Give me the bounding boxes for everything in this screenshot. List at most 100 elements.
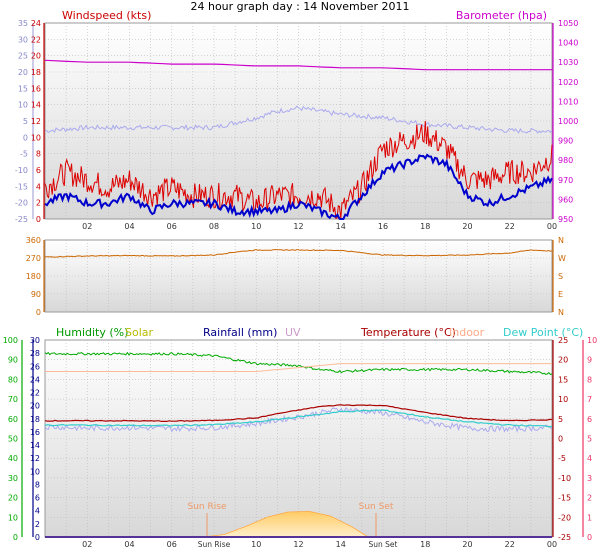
panel3-x-tick-label: 22 <box>505 540 515 549</box>
panel1-left-outer-tick-label: 20 <box>18 68 28 77</box>
series-wind-direction <box>44 249 553 258</box>
panel3-rainfall-tick-label: 8 <box>35 480 40 489</box>
panel3-plot-area <box>44 339 553 538</box>
panel3-uv-tick-label: 10 <box>587 336 597 345</box>
panel1-left-outer-tick-label: 30 <box>18 35 28 44</box>
panel3-rainfall-tick-label: 24 <box>30 375 40 384</box>
panel3-uv-tick-label: 8 <box>587 375 592 384</box>
panel3-humidity-tick-label: 10 <box>8 513 18 522</box>
panel1-x-tick-label: 16 <box>378 222 388 231</box>
panel1-right-tick-label: 1010 <box>558 97 578 106</box>
panel1-x-tick-label: 20 <box>462 222 472 231</box>
series-wind-chill <box>44 105 553 134</box>
panel3-humidity-tick-label: 40 <box>8 454 18 463</box>
panel1-left-inner-tick-label: 12 <box>31 117 41 126</box>
panel3-uv-tick-label: 3 <box>587 474 592 483</box>
panel1-right-tick-label: 960 <box>558 195 573 204</box>
panel2-left-tick-label: 270 <box>26 254 41 263</box>
legend-rainfall: Rainfall (mm) <box>203 326 277 339</box>
panel1-left-outer-tick-label: 10 <box>18 101 28 110</box>
panel2-left-tick-label: 180 <box>26 272 41 281</box>
panel1-left-outer-tick-label: 25 <box>18 52 28 61</box>
panel1-left-inner-tick-label: 20 <box>31 52 41 61</box>
panel3-rainfall-tick-label: 18 <box>30 415 40 424</box>
series-dewpoint <box>44 409 553 428</box>
panel3-temperature-tick-label: -10 <box>558 474 571 483</box>
legend-indoor: Indoor <box>449 326 485 339</box>
panel1-right-tick-label: 1050 <box>558 19 578 28</box>
series-humidity <box>44 351 553 376</box>
panel3-uv-tick-label: 6 <box>587 415 592 424</box>
panel1-left-outer-tick-label: -15 <box>15 182 28 191</box>
panel3-x-tick-label: 04 <box>124 540 134 549</box>
panel1-left-outer-tick-label: -25 <box>15 215 28 224</box>
panel2-left-tick-label: 90 <box>31 290 41 299</box>
panel1-right-tick-label: 970 <box>558 176 573 185</box>
panel3-uv-tick-label: 0 <box>587 533 592 542</box>
panel3-temperature-tick-label: -5 <box>558 454 566 463</box>
panel3-rainfall-tick-label: 10 <box>30 467 40 476</box>
series-gust <box>44 153 553 220</box>
panel1-left-inner-tick-label: 22 <box>31 35 41 44</box>
panel3-humidity-tick-label: 90 <box>8 356 18 365</box>
panel3-rainfall-tick-label: 16 <box>30 428 40 437</box>
panel1-left-inner-tick-label: 6 <box>36 166 41 175</box>
legend-temperature: Temperature (°C) <box>360 326 456 339</box>
series-temperature <box>44 404 553 423</box>
panel1-right-tick-label: 950 <box>558 215 573 224</box>
panel3-x-tick-label: 14 <box>336 540 346 549</box>
panel3-humidity-tick-label: 70 <box>8 395 18 404</box>
panel3-rainfall-tick-label: 4 <box>35 507 40 516</box>
panel1-left-outer-tick-label: -10 <box>15 166 28 175</box>
panel3-uv-tick-label: 1 <box>587 513 592 522</box>
panel3-x-tick-label: Sun Rise <box>198 540 231 549</box>
panel1-x-tick-label: 04 <box>124 222 134 231</box>
panel2-right-tick-label: S <box>558 272 563 281</box>
panel3-x-tick-label: 18 <box>420 540 430 549</box>
panel1-x-tick-label: 14 <box>336 222 346 231</box>
panel1-x-tick-label: 22 <box>505 222 515 231</box>
panel1-left-inner-tick-label: 10 <box>31 133 41 142</box>
panel2-right-tick-label: E <box>558 290 563 299</box>
panel1-left-inner-tick-label: 24 <box>31 19 41 28</box>
panel1-right-tick-label: 990 <box>558 137 573 146</box>
panel1-left-inner-tick-label: 2 <box>36 199 41 208</box>
panel3-humidity-tick-label: 100 <box>3 336 18 345</box>
panel1-x-tick-label: 02 <box>82 222 92 231</box>
panel1-left-inner-tick-label: 8 <box>36 150 41 159</box>
panel3-x-tick-label: 20 <box>462 540 472 549</box>
panel3-temperature-tick-label: 0 <box>558 435 563 444</box>
panel3-humidity-tick-label: 60 <box>8 415 18 424</box>
panel3-temperature-tick-label: 5 <box>558 415 563 424</box>
legend-solar: Solar <box>125 326 154 339</box>
panel3-temperature-tick-label: -20 <box>558 513 571 522</box>
panel1-x-tick-label: 12 <box>293 222 303 231</box>
panel3-temperature-tick-label: 10 <box>558 395 568 404</box>
panel1-left-inner-tick-label: 14 <box>31 101 41 110</box>
panel3-humidity-tick-label: 20 <box>8 494 18 503</box>
panel3-rainfall-tick-label: 26 <box>30 362 40 371</box>
panel1-left-outer-tick-label: -20 <box>15 199 28 208</box>
annotation-sun-rise: Sun Rise <box>188 502 227 512</box>
panel1-left-inner-tick-label: 18 <box>31 68 41 77</box>
panel3-uv-tick-label: 2 <box>587 494 592 503</box>
panel3-rainfall-tick-label: 28 <box>30 349 40 358</box>
panel3-rainfall-tick-label: 6 <box>35 494 40 503</box>
legend-barometer: Barometer (hpa) <box>456 9 547 22</box>
panel1-right-tick-label: 1030 <box>558 58 578 67</box>
panel3-x-tick-label: 06 <box>167 540 177 549</box>
panel1-left-outer-tick-label: 5 <box>23 117 28 126</box>
panel1-x-tick-label: 18 <box>420 222 430 231</box>
panel3-uv-tick-label: 9 <box>587 356 592 365</box>
panel3-rainfall-tick-label: 22 <box>30 389 40 398</box>
panel1-right-tick-label: 1000 <box>558 117 578 126</box>
legend-dewpoint: Dew Point (°C) <box>503 326 583 339</box>
panel3-temperature-tick-label: 15 <box>558 375 568 384</box>
panel3-rainfall-tick-label: 14 <box>30 441 40 450</box>
panel3-rainfall-tick-label: 12 <box>30 454 40 463</box>
series-indoor <box>45 363 552 372</box>
panel1-x-tick-label: 08 <box>209 222 219 231</box>
panel3-humidity-tick-label: 50 <box>8 435 18 444</box>
series-barometer <box>44 59 552 71</box>
panel3-rainfall-tick-label: 0 <box>35 533 40 542</box>
